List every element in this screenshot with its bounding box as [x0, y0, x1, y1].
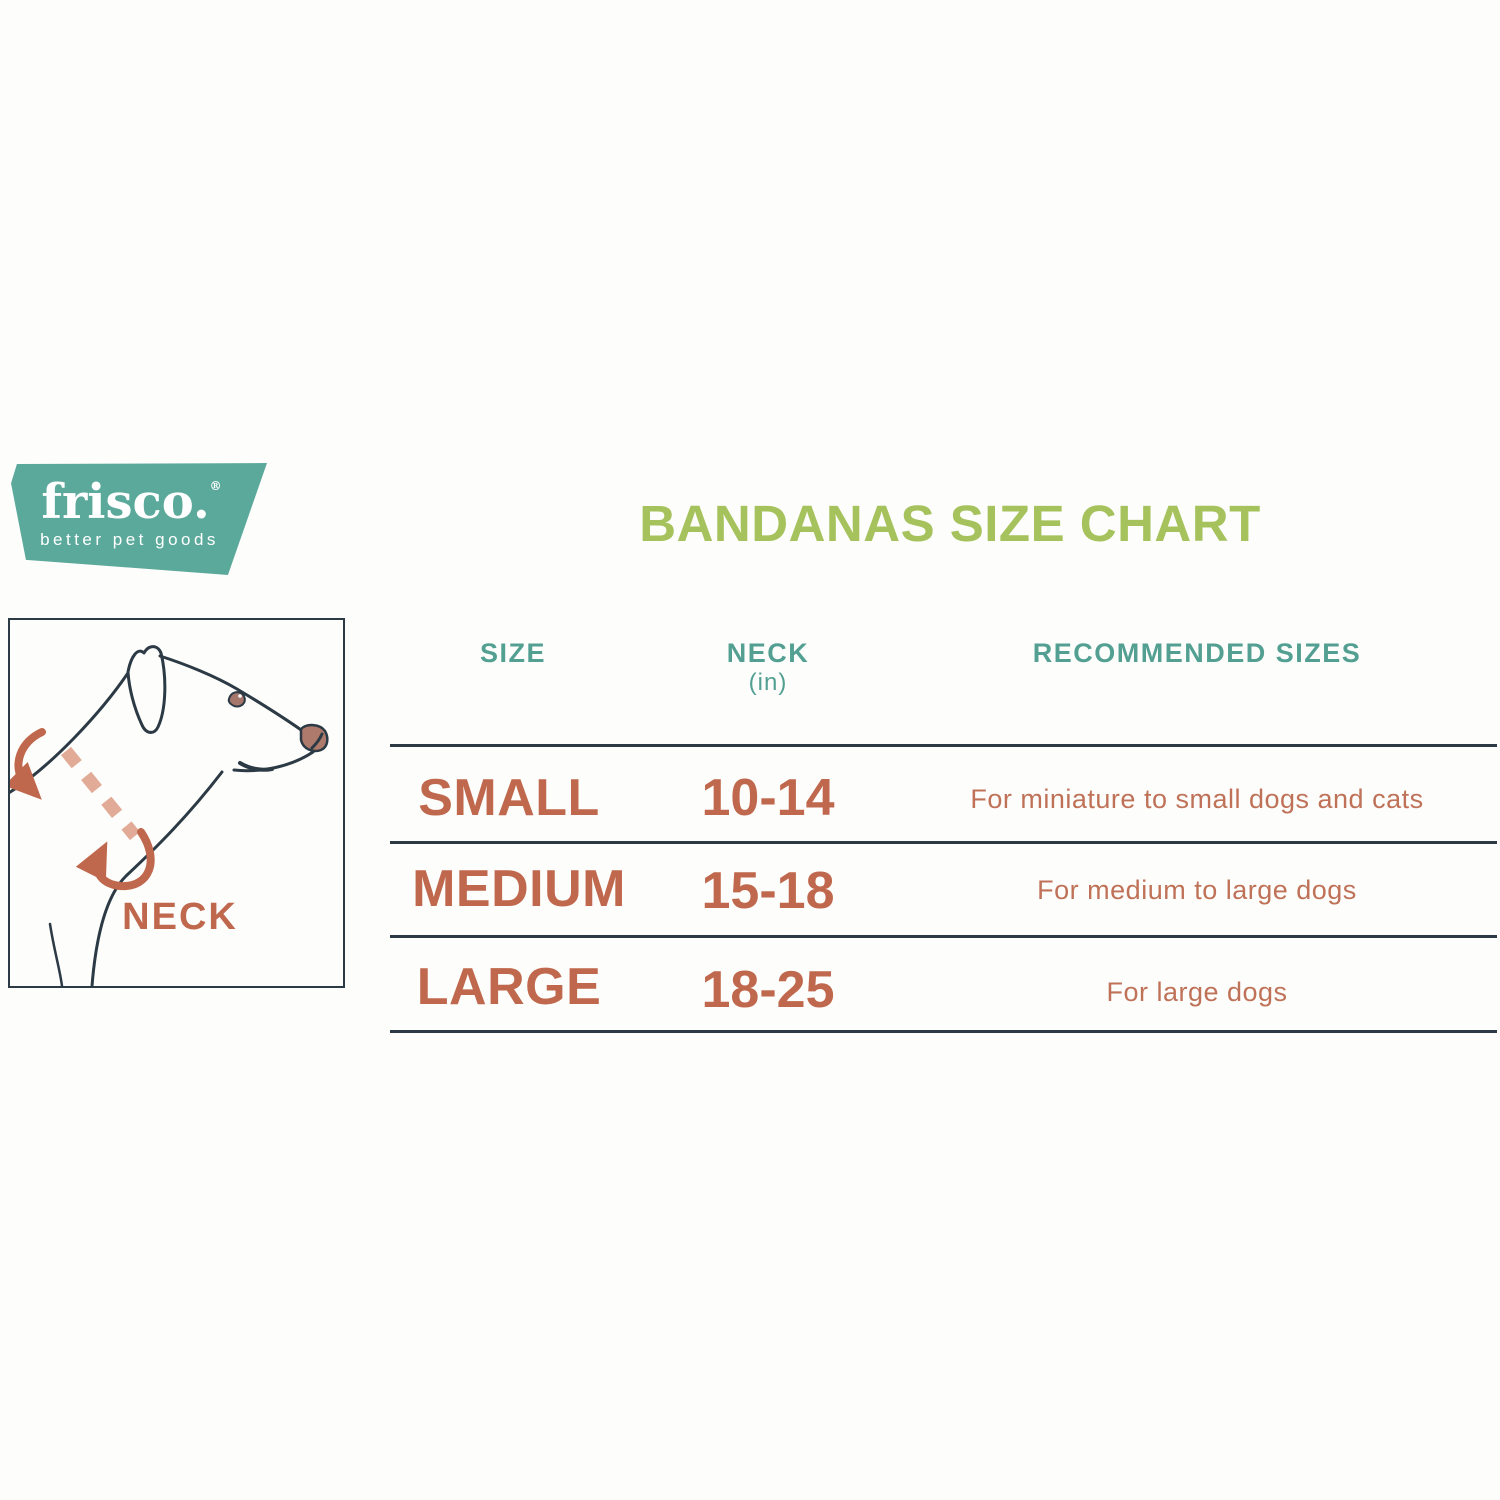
column-header-size: SIZE	[479, 638, 546, 668]
brand-wordmark: frisco.	[41, 474, 210, 530]
dog-mouth-line	[232, 750, 315, 773]
dog-line-art-icon	[3, 645, 329, 988]
recommendation-text: For medium to large dogs	[1037, 875, 1357, 905]
column-header-neck-unit: (in)	[748, 669, 788, 696]
dog-ear	[126, 645, 167, 734]
dog-lip-line	[238, 761, 274, 772]
page-title: BANDANAS SIZE CHART	[639, 495, 1261, 552]
dog-throat-line	[90, 770, 224, 988]
registered-mark: ®	[209, 479, 222, 493]
neck-range-value: 10-14	[701, 769, 835, 827]
dog-neck-diagram: NECK	[3, 618, 345, 988]
dog-chest-line	[48, 922, 64, 988]
dog-neck-back-line	[5, 668, 132, 796]
column-header-recommended: RECOMMENDED SIZES	[1032, 638, 1362, 668]
neck-range-value: 18-25	[701, 961, 835, 1019]
neck-measure-dashed-band	[60, 746, 141, 841]
dog-nose-slit	[310, 732, 324, 750]
table-rule	[390, 1030, 1497, 1033]
size-value: LARGE	[416, 958, 602, 1016]
dog-eye-highlight	[238, 694, 242, 698]
dog-eye	[227, 691, 246, 708]
frisco-logo-badge: frisco.® better pet goods	[11, 463, 267, 575]
table-rule	[390, 744, 1497, 747]
neck-measurement-label: NECK	[122, 896, 238, 938]
size-value: MEDIUM	[412, 860, 626, 918]
dog-nose	[299, 723, 329, 753]
recommendation-text: For large dogs	[1106, 977, 1288, 1007]
brand-name: frisco.®	[11, 478, 253, 526]
neck-range-value: 15-18	[701, 862, 835, 920]
neck-measure-arrow-top-icon	[3, 728, 46, 800]
dog-head-outline	[158, 654, 306, 734]
neck-measure-arrow-bottom-icon	[75, 828, 155, 891]
table-rule	[390, 935, 1497, 938]
column-header-neck: NECK	[726, 638, 810, 668]
table-rule	[390, 841, 1497, 844]
recommendation-text: For miniature to small dogs and cats	[970, 784, 1424, 814]
size-value: SMALL	[418, 769, 600, 827]
brand-tagline: better pet goods	[40, 530, 219, 549]
